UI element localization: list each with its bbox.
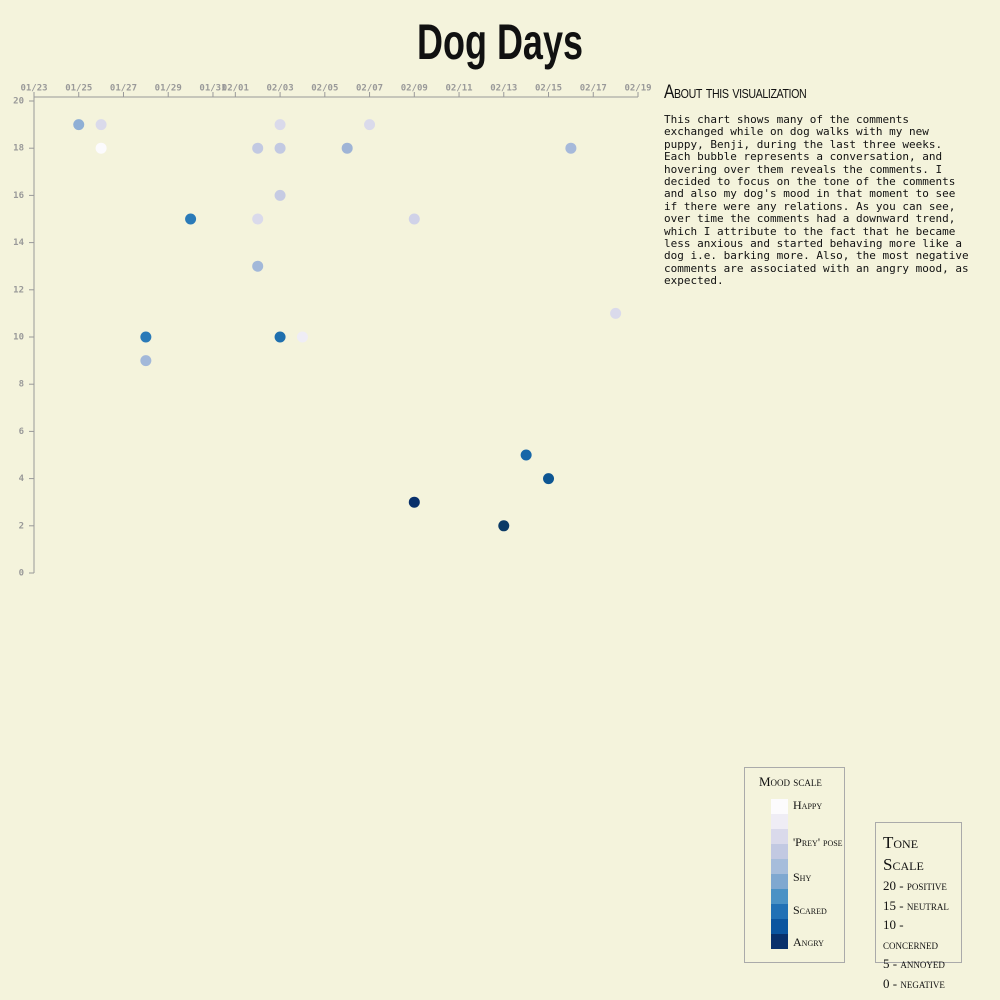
tone-title: Tone Scale — [883, 833, 924, 874]
x-tick-label: 02/01 — [222, 84, 249, 94]
point — [140, 331, 152, 343]
mood-label: Angry — [793, 935, 824, 949]
mood-swatch — [771, 904, 788, 919]
chart-title: Dog Days — [417, 16, 583, 71]
point — [73, 119, 85, 131]
tone-item: 5 - annoyed — [883, 956, 945, 971]
mood-label: Happy — [793, 798, 823, 812]
tone-item: 10 - concerned — [883, 917, 939, 952]
point — [252, 142, 264, 154]
mood-swatch — [771, 889, 788, 904]
tone-legend: Tone Scale 20 - positive 15 - neutral 10 -… — [875, 822, 962, 991]
mood-swatch — [771, 859, 788, 874]
mood-swatch — [771, 874, 788, 889]
x-tick-label: 01/31 — [199, 84, 226, 94]
point — [296, 331, 308, 343]
mood-swatch — [771, 919, 788, 934]
x-tick-label: 02/05 — [311, 84, 338, 94]
y-tick-label: 20 — [13, 97, 24, 107]
x-tick-label: 02/19 — [624, 84, 651, 94]
tone-item: 15 - neutral — [883, 897, 949, 913]
point — [252, 260, 264, 272]
x-tick-label: 01/27 — [110, 84, 137, 94]
mood-label: 'Prey' pose — [793, 835, 843, 849]
mood-label: Shy — [793, 870, 812, 884]
x-tick-label: 02/07 — [356, 84, 383, 94]
mood-swatch — [771, 934, 788, 949]
point — [341, 142, 353, 154]
point — [610, 307, 622, 319]
x-tick-label: 02/15 — [535, 84, 562, 94]
point — [274, 142, 286, 154]
point — [408, 213, 420, 225]
tone-item: 20 - positive — [883, 878, 947, 893]
y-tick-label: 2 — [19, 521, 24, 531]
point — [252, 213, 264, 225]
about-text: This chart shows many of the comments ex… — [664, 113, 969, 288]
point — [140, 355, 152, 367]
y-tick-label: 0 — [19, 569, 24, 579]
point — [274, 189, 286, 201]
about: About this visualization This chart show… — [664, 82, 984, 288]
y-tick-label: 18 — [13, 144, 24, 154]
mood-swatch — [771, 814, 788, 829]
mood-label: Scared — [793, 903, 827, 917]
point — [364, 119, 376, 131]
point — [274, 119, 286, 131]
point — [185, 213, 197, 225]
point — [543, 473, 555, 485]
mood-legend: Mood scale Happy 'Prey' pose Shy Scared Angr… — [744, 767, 845, 963]
x-tick-label: 02/17 — [580, 84, 607, 94]
mood-swatch — [771, 844, 788, 859]
point — [565, 142, 577, 154]
x-tick-label: 01/23 — [20, 84, 47, 94]
tone-item: 0 - negative — [883, 975, 945, 991]
y-tick-label: 16 — [13, 191, 24, 201]
point — [95, 142, 107, 154]
point — [498, 520, 510, 532]
x-tick-label: 02/09 — [401, 84, 428, 94]
mood-swatch — [771, 829, 788, 844]
point — [520, 449, 532, 461]
y-tick-label: 8 — [19, 380, 24, 390]
about-title: About this visualization — [664, 82, 807, 103]
x-tick-label: 01/29 — [155, 84, 182, 94]
point — [408, 496, 420, 508]
x-tick-label: 02/03 — [267, 84, 294, 94]
mood-swatch — [771, 799, 788, 814]
y-tick-label: 14 — [13, 238, 24, 248]
mood-title: Mood scale — [759, 774, 822, 789]
x-tick-label: 02/13 — [490, 84, 517, 94]
y-tick-label: 12 — [13, 285, 24, 295]
point — [274, 331, 286, 343]
y-tick-label: 10 — [13, 333, 24, 343]
y-tick-label: 4 — [19, 474, 25, 484]
y-tick-label: 6 — [19, 427, 24, 437]
point — [95, 119, 107, 131]
x-tick-label: 01/25 — [65, 84, 92, 94]
x-tick-label: 02/11 — [445, 84, 472, 94]
